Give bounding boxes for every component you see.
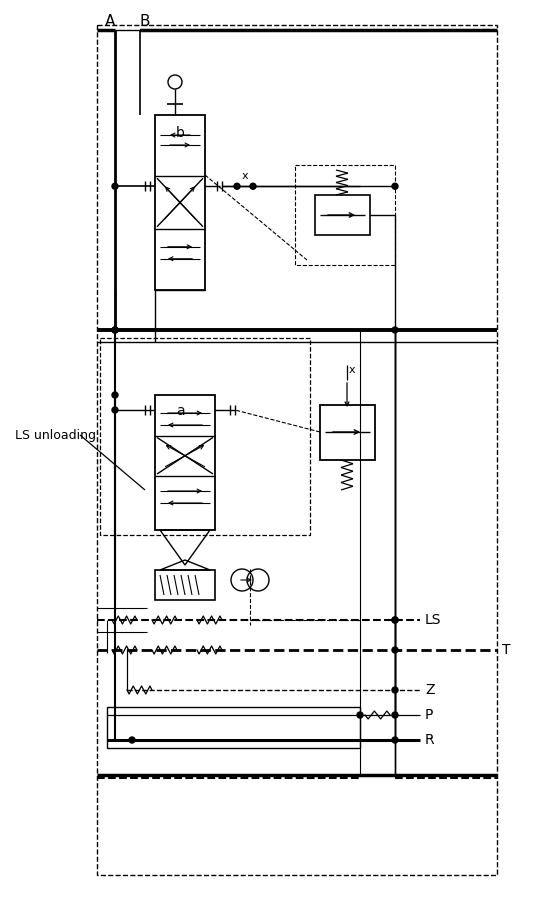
Circle shape: [112, 183, 118, 189]
Bar: [97, 25, 497, 875]
Text: b: b: [175, 126, 185, 140]
Circle shape: [112, 407, 118, 413]
Bar: [100, 338, 310, 535]
Circle shape: [392, 617, 398, 623]
Circle shape: [234, 183, 240, 189]
Text: T: T: [502, 643, 511, 657]
Circle shape: [392, 737, 398, 743]
Circle shape: [392, 327, 398, 333]
Circle shape: [392, 687, 398, 693]
Bar: [315, 195, 370, 235]
Text: x: x: [349, 365, 355, 375]
Text: LS unloading: LS unloading: [15, 429, 96, 441]
Text: Z: Z: [425, 683, 435, 697]
Circle shape: [392, 647, 398, 653]
Text: a: a: [176, 404, 184, 418]
Circle shape: [357, 712, 363, 718]
Text: LS: LS: [425, 613, 442, 627]
Circle shape: [250, 183, 256, 189]
Circle shape: [112, 327, 118, 333]
Text: P: P: [425, 708, 433, 722]
Text: x: x: [242, 171, 248, 181]
Text: R: R: [425, 733, 435, 747]
Bar: [320, 405, 375, 460]
Bar: [155, 395, 215, 530]
Bar: [155, 570, 215, 600]
Circle shape: [112, 392, 118, 398]
Text: A: A: [105, 14, 115, 30]
Bar: [107, 707, 360, 748]
Circle shape: [129, 737, 135, 743]
Circle shape: [392, 617, 398, 623]
Circle shape: [392, 183, 398, 189]
Bar: [155, 115, 205, 290]
Circle shape: [392, 712, 398, 718]
Circle shape: [112, 327, 118, 333]
Text: B: B: [140, 14, 150, 30]
Bar: [295, 165, 395, 265]
